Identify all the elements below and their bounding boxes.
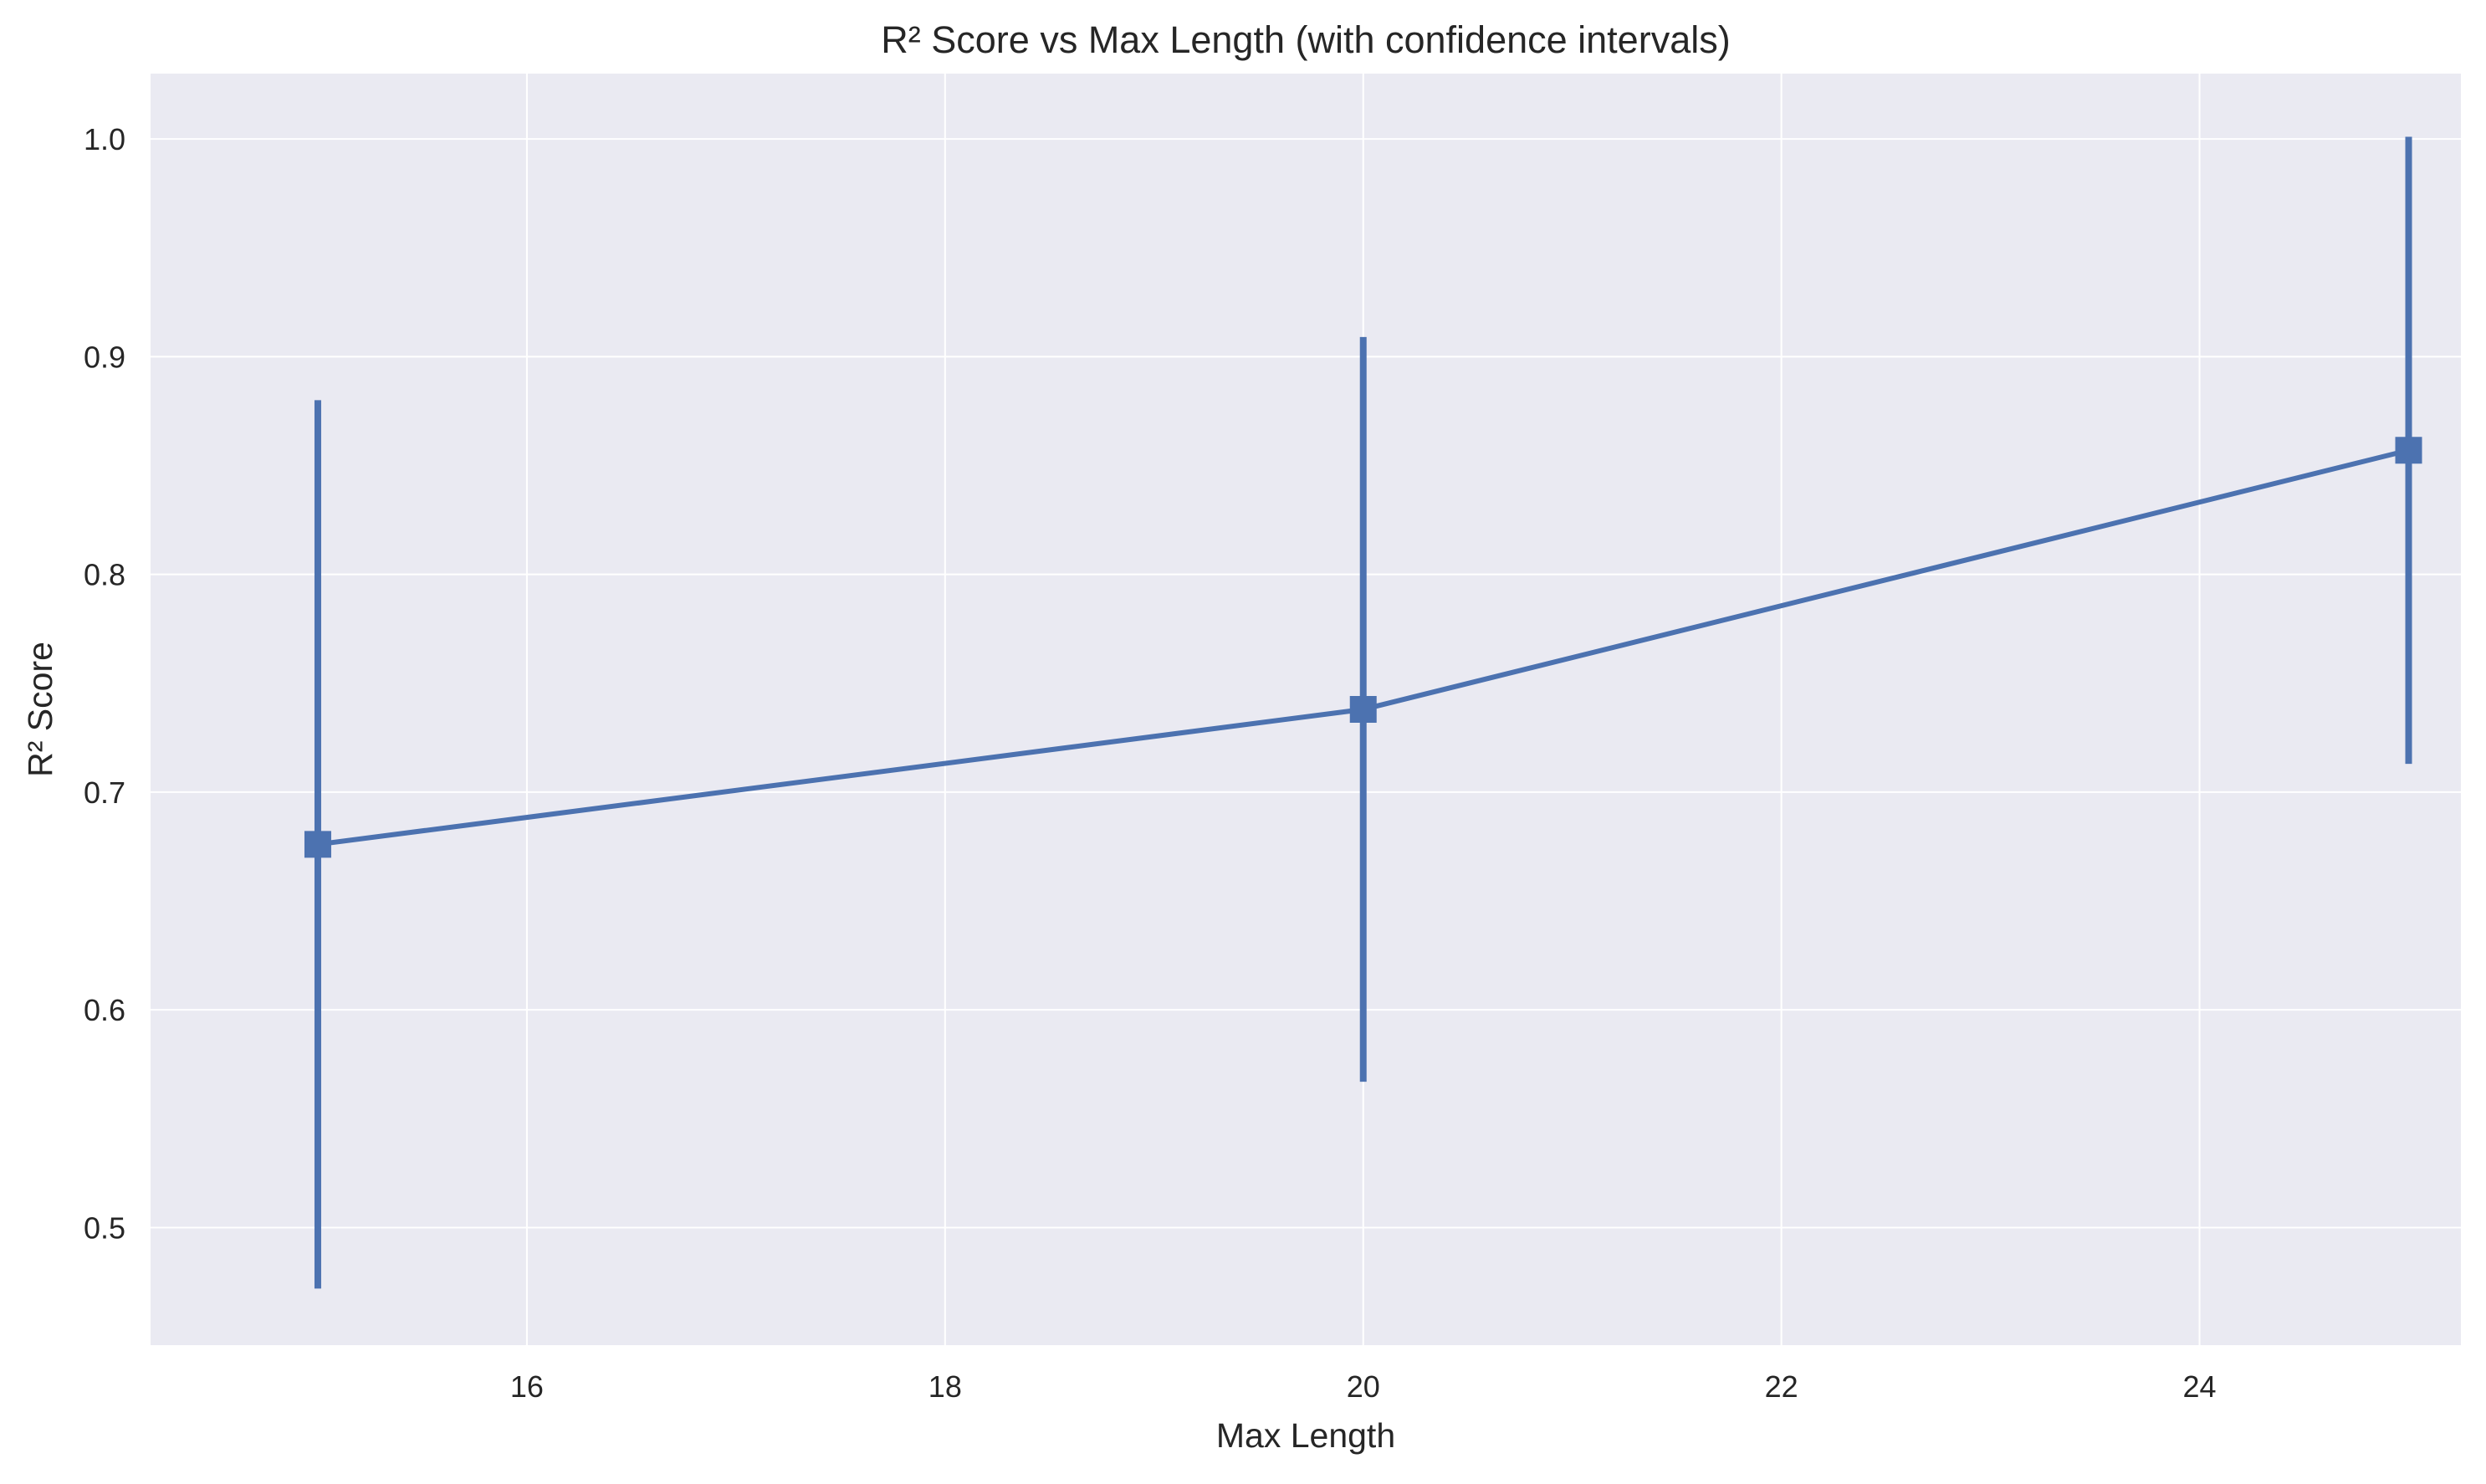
y-tick-label: 0.5: [84, 1210, 125, 1245]
data-point-marker: [2395, 437, 2422, 464]
y-tick-label: 0.6: [84, 993, 125, 1027]
x-tick-label: 22: [1765, 1369, 1798, 1404]
y-axis-label: R² Score: [21, 642, 59, 777]
y-tick-label: 1.0: [84, 122, 125, 156]
x-tick-label: 20: [1347, 1369, 1380, 1404]
x-tick-label: 18: [928, 1369, 962, 1404]
y-tick-label: 0.9: [84, 340, 125, 374]
x-tick-label: 24: [2183, 1369, 2217, 1404]
data-point-marker: [304, 831, 331, 858]
plot-area: [151, 74, 2461, 1345]
x-tick-label: 16: [510, 1369, 544, 1404]
data-point-marker: [1349, 696, 1377, 723]
y-tick-label: 0.8: [84, 558, 125, 592]
tick-labels: 16 18 20 22 24 0.5 0.6 0.7 0.8 0.9 1.0: [84, 122, 2217, 1404]
x-axis-label: Max Length: [1216, 1416, 1395, 1455]
y-tick-label: 0.7: [84, 775, 125, 810]
chart-title: R² Score vs Max Length (with confidence …: [881, 18, 1730, 61]
series-layer: [304, 136, 2422, 1289]
grid-lines: [151, 74, 2461, 1345]
